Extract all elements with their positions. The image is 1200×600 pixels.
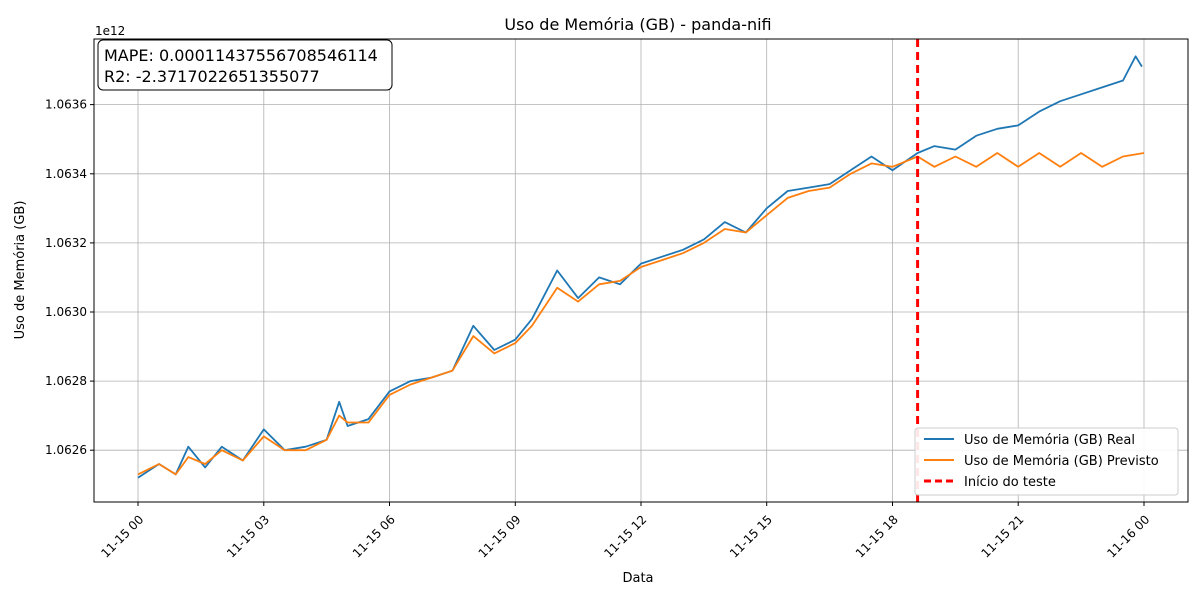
plot-layer xyxy=(137,39,1145,502)
y-tick-label: 1.0626 xyxy=(45,443,87,457)
x-tick-label: 11-15 12 xyxy=(601,512,649,560)
x-tick-label: 11-15 06 xyxy=(350,512,398,560)
metrics-mape: MAPE: 0.00011437556708546114 xyxy=(104,46,378,65)
y-tick-label: 1.0632 xyxy=(45,236,87,250)
legend: Uso de Memória (GB) Real Uso de Memória … xyxy=(914,427,1179,496)
x-tick-label: 11-15 21 xyxy=(978,512,1026,560)
legend-label-real: Uso de Memória (GB) Real xyxy=(964,433,1135,448)
series-line-previsto xyxy=(137,152,1145,476)
grid-layer xyxy=(94,39,1188,502)
metrics-box-frame xyxy=(97,39,393,91)
y-tick-label: 1.0634 xyxy=(45,167,87,181)
x-tick-label: 11-15 09 xyxy=(476,512,524,560)
x-axis-label: Data xyxy=(622,571,653,586)
y-tick-label: 1.0628 xyxy=(45,374,87,388)
x-tick-label: 11-15 15 xyxy=(727,512,775,560)
legend-label-test-start: Início do teste xyxy=(964,475,1056,490)
y-axis-label: Uso de Memória (GB) xyxy=(13,201,28,340)
y-offset-label: 1e12 xyxy=(95,24,125,38)
metrics-r2: R2: -2.3717022651355077 xyxy=(104,67,320,86)
x-tick-label: 11-16 00 xyxy=(1104,512,1152,560)
y-tick-label: 1.0630 xyxy=(45,305,87,319)
x-tick-label: 11-15 00 xyxy=(98,512,146,560)
y-tick-label: 1.0636 xyxy=(45,98,87,112)
legend-frame xyxy=(914,427,1179,496)
chart-title: Uso de Memória (GB) - panda-nifi xyxy=(504,15,771,34)
legend-label-previsto: Uso de Memória (GB) Previsto xyxy=(964,454,1159,469)
x-tick-label: 11-15 18 xyxy=(853,512,901,560)
metrics-box: MAPE: 0.00011437556708546114 R2: -2.3717… xyxy=(97,39,393,91)
x-tick-label: 11-15 03 xyxy=(224,512,272,560)
